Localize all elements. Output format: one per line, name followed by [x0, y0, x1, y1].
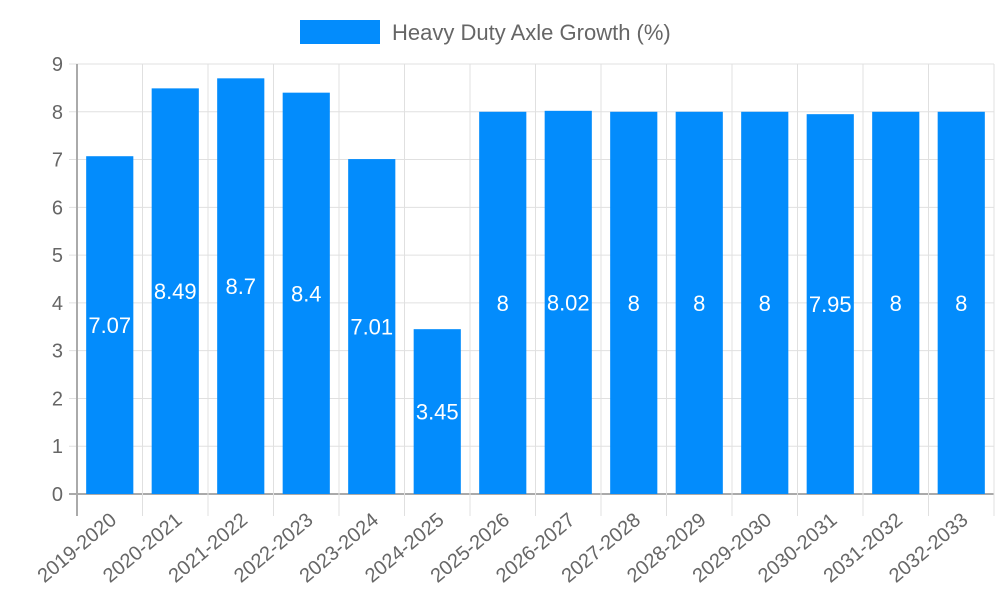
- legend-label: Heavy Duty Axle Growth (%): [392, 20, 671, 45]
- y-axis: 0 1 2 3 4 5 6 7 8 9: [52, 54, 63, 506]
- bar-value-label: 8.49: [154, 279, 197, 304]
- y-tick-label: 3: [52, 341, 63, 363]
- bar[interactable]: [806, 114, 854, 495]
- bar-value-label: 8: [693, 291, 705, 316]
- bar[interactable]: [86, 156, 134, 494]
- bar[interactable]: [348, 159, 396, 495]
- y-tick-label: 7: [52, 150, 63, 172]
- y-tick-label: 0: [52, 484, 63, 506]
- bar[interactable]: [282, 92, 330, 495]
- legend-swatch: [300, 20, 380, 44]
- bar[interactable]: [217, 78, 265, 494]
- grid-lines: [69, 63, 995, 516]
- bar-value-label: 7.01: [350, 315, 393, 340]
- bar[interactable]: [479, 111, 527, 495]
- bars: 7.07 8.49 8.7 8.4 7.01 3.45 8 8.02 8 8 8 7.95 8 8: [86, 78, 985, 495]
- bar-value-label: 8.02: [547, 290, 590, 315]
- y-tick-label: 9: [52, 54, 63, 76]
- bar-value-label: 3.45: [416, 400, 459, 425]
- bar[interactable]: [741, 111, 789, 495]
- bar-value-label: 8: [759, 291, 771, 316]
- bar-value-label: 8.4: [291, 281, 322, 306]
- y-tick-label: 4: [52, 293, 63, 315]
- bar[interactable]: [544, 110, 592, 495]
- x-axis: 2019-20202020-20212021-20222022-20232023…: [34, 509, 973, 587]
- bar-value-label: 8: [890, 291, 902, 316]
- bar[interactable]: [151, 88, 199, 494]
- bar-value-label: 8: [497, 291, 509, 316]
- legend[interactable]: Heavy Duty Axle Growth (%): [300, 20, 671, 45]
- bar-value-label: 7.07: [88, 313, 131, 338]
- y-tick-label: 6: [52, 197, 63, 219]
- bar-value-label: 7.95: [809, 292, 852, 317]
- y-tick-label: 8: [52, 102, 63, 124]
- bar[interactable]: [413, 329, 461, 494]
- y-tick-label: 2: [52, 388, 63, 410]
- y-tick-label: 5: [52, 245, 63, 267]
- bar[interactable]: [610, 111, 658, 495]
- bar-value-label: 8.7: [225, 274, 256, 299]
- y-tick-label: 1: [52, 436, 63, 458]
- bar[interactable]: [872, 111, 920, 495]
- bar[interactable]: [675, 111, 723, 495]
- bar-value-label: 8: [955, 291, 967, 316]
- bar[interactable]: [937, 111, 985, 495]
- bar-value-label: 8: [628, 291, 640, 316]
